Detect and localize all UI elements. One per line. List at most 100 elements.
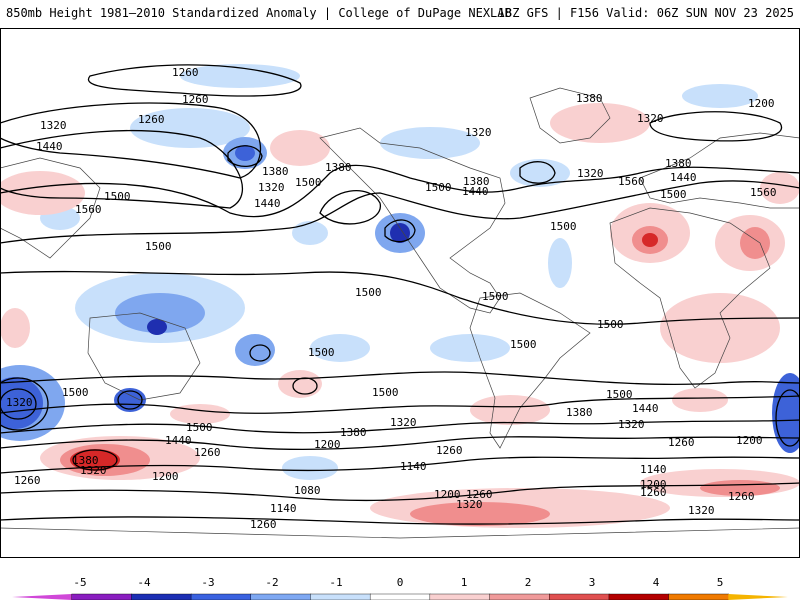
contour-label: 1560 [75,203,102,216]
contour-line [72,449,118,471]
colorbar-segment [369,593,431,600]
contour-label: 1440 [165,434,192,447]
contour-label: 1380 [566,406,593,419]
contour-line [227,145,263,167]
contour-label: 1500 [62,386,89,399]
colorbar-segment [429,593,491,600]
contour-label: 1200 [736,434,763,447]
north-america-outline [319,127,506,314]
colorbar-segment [71,593,133,600]
australia-outline [87,312,201,401]
contour-line [0,419,800,434]
contour-line [0,516,800,525]
anomaly-region [0,308,30,348]
contour-line [0,395,800,414]
colorbar-tick-label: 2 [525,576,532,589]
contour-label: 1500 [510,338,537,351]
anomaly-region [470,395,550,425]
anomaly-region [0,171,85,215]
contour-label: 1320 [637,112,664,125]
anomaly-region [430,334,510,362]
contour-label: 1500 [372,386,399,399]
contour-label: 1140 [640,463,667,476]
contour-label: 1140 [270,502,297,515]
contour-label: 1500 [145,240,172,253]
anomaly-region [760,172,800,204]
contour-label: 1320 [618,418,645,431]
contour-line [384,219,416,243]
colorbar-segment [549,593,610,600]
anomaly-region [390,223,410,243]
anomaly-region [147,319,167,335]
colorbar-tick-label: 1 [461,576,468,589]
anomaly-region [270,130,330,166]
contour-label: 1260 [182,93,209,106]
contour-label: 1320 [577,167,604,180]
colorbar-segment [190,593,252,600]
contour-label: 1320 [6,396,33,409]
africa-outline [609,207,771,389]
contour-line [519,161,556,184]
contour-label: 1380 [463,175,490,188]
colorbar-segment [131,593,192,600]
contour-label: 1380 [576,92,603,105]
contour-label: 1320 [456,498,483,511]
anomaly-region [130,108,250,148]
contour-line [87,64,302,97]
contour-label: 1500 [425,181,452,194]
anomaly-region [282,456,338,480]
contour-line [0,388,37,420]
anomaly-region [278,370,322,398]
contour-line [649,111,783,142]
contour-label: 1440 [670,171,697,184]
continent-outlines [0,87,800,539]
contour-label: 1200 [748,97,775,110]
contour-line [775,389,800,447]
contour-label: 1500 [550,220,577,233]
anomaly-region [548,238,572,288]
anomaly-region [772,373,800,453]
contour-label: 1500 [295,176,322,189]
anomaly-region [115,293,205,333]
colorbar-tick-label: 0 [397,576,404,589]
contour-label: 1260 [466,488,493,501]
colorbar: -5 -4 -3 -2 -1 0 1 2 3 4 5 [12,576,788,600]
antarctica-outline [0,527,800,539]
contour-label: 1260 [172,66,199,79]
contour-label: 1320 [390,416,417,429]
asia-outline [0,157,101,259]
anomaly-region [235,334,275,366]
contour-label: 1320 [40,119,67,132]
contour-label: 1440 [632,402,659,415]
contour-label: 1260 [728,490,755,503]
contour-label: 1500 [355,286,382,299]
contour-line [0,456,800,474]
contour-line [0,436,800,450]
anomaly-region [70,449,120,471]
colorbar-segment [728,594,788,600]
contour-line [319,190,381,225]
contour-line [0,270,800,325]
colorbar-ticks: -5 -4 -3 -2 -1 0 1 2 3 4 5 [73,576,723,589]
colorbar-segment [310,593,371,600]
contour-label: 1500 [104,190,131,203]
anomaly-region [180,64,300,88]
contour-line [0,371,800,386]
anomaly-region [660,293,780,363]
contour-label: 1260 [250,518,277,531]
contour-label: 1500 [597,318,624,331]
contour-label: 1140 [400,460,427,473]
contour-label: 1380 [665,157,692,170]
contour-label: 1200 [640,478,667,491]
anomaly-region [310,334,370,362]
colorbar-tick-label: -3 [201,576,214,589]
contour-label: 1440 [254,197,281,210]
contour-line [117,390,143,410]
contour-label: 1080 [294,484,321,497]
colorbar-segment [250,593,312,600]
contour-label: 1440 [36,140,63,153]
colorbar-segment [608,593,670,600]
contour-label: 1500 [482,290,509,303]
greenland-outline [529,87,611,144]
colorbar-segment [12,594,72,600]
